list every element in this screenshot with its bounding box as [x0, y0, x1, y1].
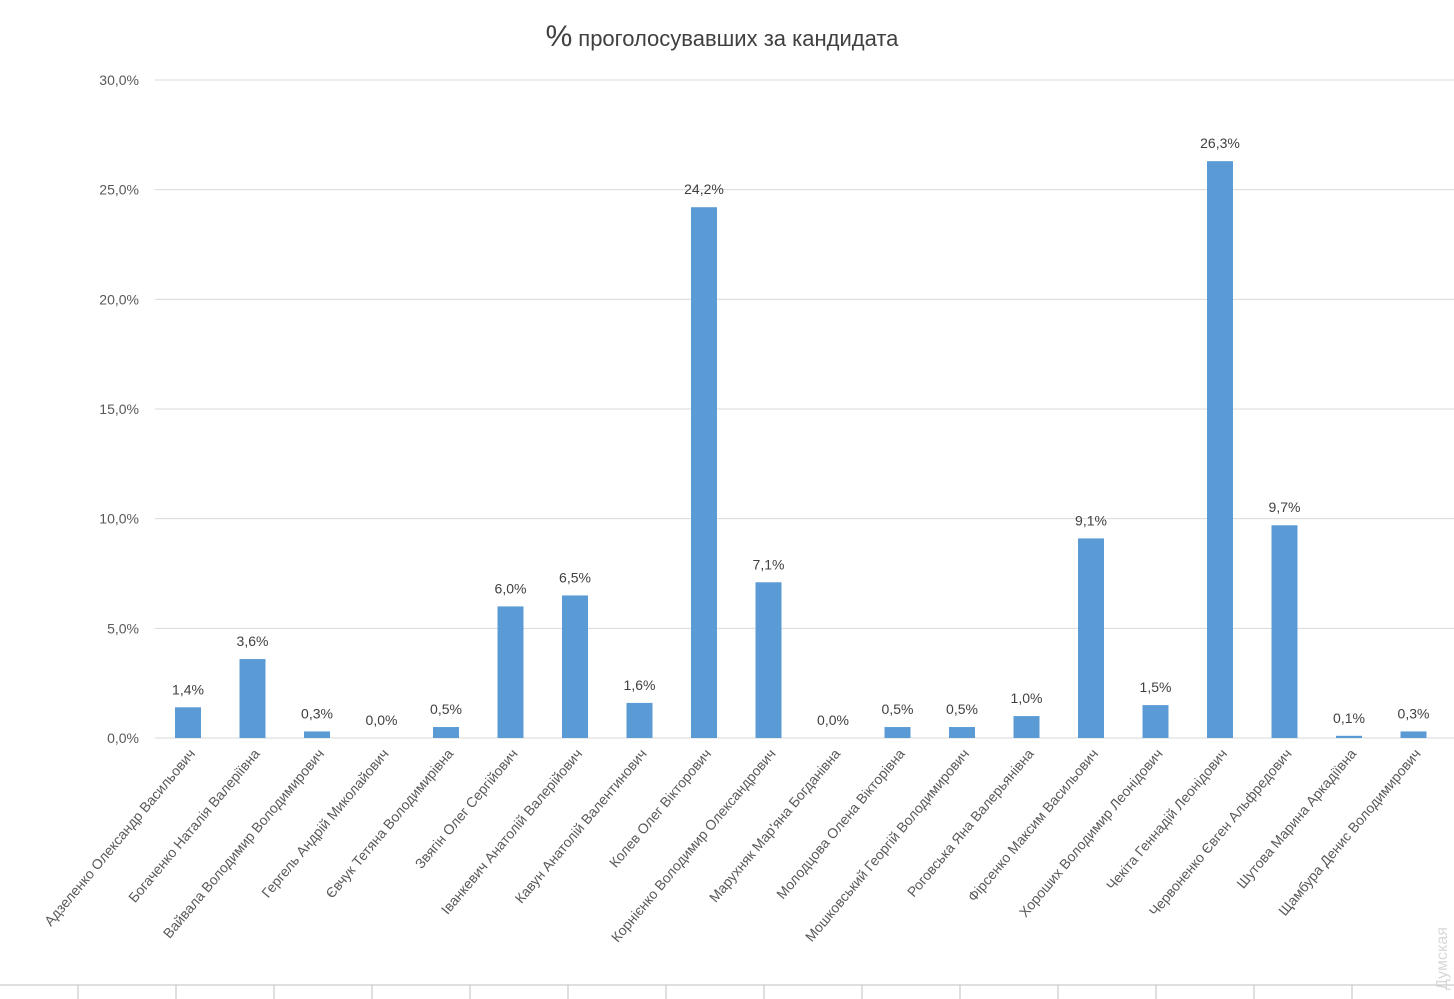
x-tick-label: Богаченко Наталія Валеріївна — [125, 745, 263, 905]
x-axis-tick-labels: Адзеленко Олександр ВасильовичБогаченко … — [41, 745, 1424, 945]
data-label: 26,3% — [1200, 135, 1240, 151]
bar — [1207, 161, 1233, 739]
chart-title-text: проголосувавших за кандидата — [578, 26, 899, 51]
watermark: Думская — [1434, 927, 1451, 990]
x-tick-label: Чекіта Геннадій Леонідович — [1103, 746, 1230, 893]
x-tick-label: Роговська Яна Валерьянівна — [904, 745, 1037, 899]
bar — [239, 659, 266, 738]
y-tick-label: 5,0% — [107, 620, 139, 636]
data-label: 9,7% — [1269, 499, 1301, 515]
x-tick-label: Червоненко Євген Альфредович — [1146, 746, 1295, 919]
x-tick-label: Хороших Володимир Леонідович — [1016, 746, 1166, 920]
data-label: 0,0% — [817, 712, 849, 728]
bar — [562, 595, 588, 738]
data-label: 0,5% — [430, 701, 462, 717]
bar — [884, 727, 911, 738]
x-tick-label: Іванкевич Анатолій Валерійович — [438, 746, 586, 918]
y-axis-tick-labels: 0,0% 5,0% 10,0% 15,0% 20,0% 25,0% 30,0% — [99, 72, 139, 746]
chart-title: % проголосувавших за кандидата — [546, 20, 900, 53]
bar — [949, 727, 975, 738]
x-tick-label: Шутова Марина Аркадіївна — [1233, 745, 1359, 891]
data-label: 6,0% — [495, 580, 527, 596]
y-tick-label: 10,0% — [99, 511, 139, 527]
bar — [626, 702, 653, 738]
x-tick-label: Молодцова Олена Вікторівна — [773, 745, 908, 901]
x-tick-label: Гергель Андрій Миколайович — [258, 746, 392, 901]
data-label: 0,3% — [1398, 705, 1430, 721]
bar — [433, 727, 459, 738]
x-tick-label: Щамбура Денис Володимирович — [1275, 746, 1424, 919]
data-label: 7,1% — [753, 556, 785, 572]
data-label: 1,6% — [624, 677, 656, 693]
data-label: 0,3% — [301, 705, 333, 721]
bar — [304, 731, 330, 738]
data-label: 3,6% — [237, 633, 269, 649]
bar — [1078, 538, 1104, 738]
data-label: 9,1% — [1075, 512, 1107, 528]
chart-title-symbol: % — [546, 20, 573, 53]
x-tick-label: Кавун Анатолій Валентинович — [512, 746, 650, 906]
data-labels: 1,4% 3,6% 0,3% 0,0% 0,5% 6,0% 6,5% 1,6% 24,2% 7,1… — [172, 135, 1429, 728]
bar — [691, 207, 717, 739]
x-tick-label: Євчук Тетяна Володимирівна — [322, 745, 456, 901]
y-tick-label: 15,0% — [99, 401, 139, 417]
gridlines — [155, 79, 1454, 739]
data-label: 0,1% — [1333, 710, 1365, 726]
data-label: 6,5% — [559, 569, 591, 585]
spreadsheet-gridlines — [0, 984, 1454, 999]
bar — [497, 606, 524, 738]
x-tick-label: Марухняк Мар'яна Богданівна — [706, 745, 844, 905]
x-tick-label: Фірсенко Максим Васильович — [964, 746, 1101, 905]
data-label: 0,0% — [366, 712, 398, 728]
data-label: 0,5% — [946, 701, 978, 717]
y-tick-label: 25,0% — [99, 182, 139, 198]
bar — [1142, 705, 1169, 738]
bar — [1271, 525, 1298, 738]
data-label: 1,0% — [1011, 690, 1043, 706]
data-label: 1,5% — [1140, 679, 1172, 695]
bar — [175, 707, 201, 738]
y-tick-label: 30,0% — [99, 72, 139, 88]
data-label: 1,4% — [172, 681, 204, 697]
bar — [1013, 716, 1040, 738]
y-tick-label: 20,0% — [99, 291, 139, 307]
y-tick-label: 0,0% — [107, 730, 139, 746]
data-label: 24,2% — [684, 181, 724, 197]
bar — [1400, 731, 1427, 738]
bars — [175, 161, 1427, 739]
bar — [755, 582, 782, 738]
data-label: 0,5% — [882, 701, 914, 717]
bar — [1336, 735, 1362, 738]
